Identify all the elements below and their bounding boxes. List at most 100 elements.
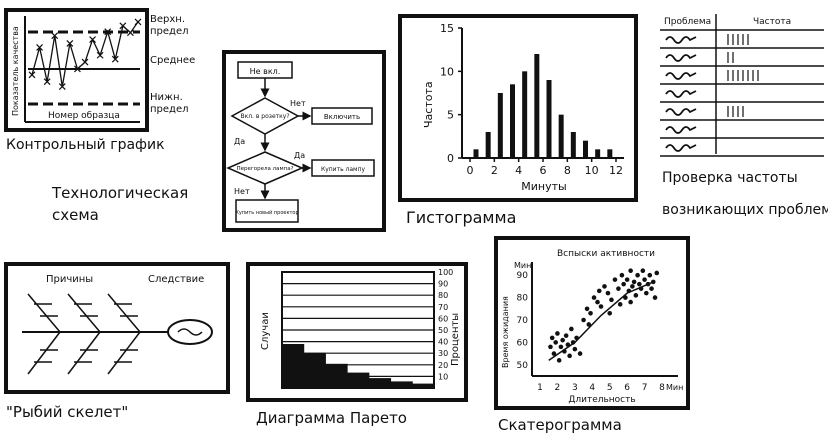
scatter-x-tick-label: 6 <box>624 383 630 393</box>
mean-label: Среднее <box>150 55 196 66</box>
histogram-bar <box>558 114 564 158</box>
scatter-y-unit: Мин <box>514 261 531 270</box>
histogram-bar <box>570 132 576 158</box>
scatter-y-tick-label: 80 <box>517 294 529 304</box>
scatter-point <box>581 317 586 323</box>
control-chart-svg: Показатель качества <box>11 16 142 123</box>
scatter-point <box>570 340 576 345</box>
flowchart-caption-line2: схема <box>52 206 99 224</box>
flow-yes-2: Да <box>294 151 305 160</box>
histogram-y-tick-label: 15 <box>440 22 454 35</box>
scatter-point <box>624 277 630 282</box>
pareto-bar <box>368 378 392 388</box>
flow-no-1: Нет <box>290 99 306 108</box>
pareto-bar <box>282 344 305 388</box>
scatter-point <box>640 268 646 274</box>
checksheet-caption-line2: возникающих проблем <box>662 202 828 218</box>
pareto-right-tick-label: 70 <box>438 303 448 312</box>
histogram-y-label: Частота <box>422 81 435 128</box>
upper-limit-label: Верхн. предел <box>150 14 189 37</box>
scatter-point <box>553 340 558 345</box>
pareto-left-label: Случаи <box>260 312 271 350</box>
fishbone-causes-label: Причины <box>46 274 93 285</box>
control-chart-panel: Показатель качества Номер образца <box>4 8 149 132</box>
scatter-x-tick-label: 4 <box>589 383 595 393</box>
pareto-right-tick-label: 90 <box>438 280 448 289</box>
scatter-x-unit: Мин <box>666 383 683 392</box>
histogram-y-tick-label: 5 <box>447 109 454 122</box>
histogram-bar <box>473 149 479 158</box>
pareto-bar <box>347 372 370 388</box>
flow-action-1-label: Включить <box>324 113 360 121</box>
scatter-point <box>569 326 574 332</box>
control-chart-point <box>81 58 89 66</box>
scatter-point <box>644 290 649 296</box>
fishbone-caption: "Рыбий скелет" <box>6 403 129 421</box>
pareto-caption: Диаграмма Парето <box>256 409 407 427</box>
scatter-trend-line <box>548 281 654 361</box>
checksheet-col2: Частота <box>753 17 791 27</box>
scatter-point <box>548 344 553 350</box>
scatter-point <box>560 337 565 343</box>
scatter-x-tick-label: 5 <box>607 383 613 393</box>
scatter-point <box>650 279 656 285</box>
histogram-x-tick-label: 4 <box>515 164 522 177</box>
scatter-point <box>565 342 571 347</box>
pareto-bar <box>412 383 435 388</box>
scatter-point <box>623 295 628 300</box>
scatter-x-tick-label: 3 <box>572 383 578 393</box>
scatter-y-tick-label: 90 <box>517 271 529 281</box>
flow-decision-2-label: Перегорела лампа? <box>236 166 293 172</box>
control-chart-caption: Контрольный график <box>6 137 165 153</box>
scatter-x-tick-label: 1 <box>537 383 543 393</box>
scatter-point <box>645 281 651 287</box>
checksheet-caption-line1: Проверка частоты <box>662 170 798 186</box>
histogram-x-tick-label: 2 <box>491 164 498 177</box>
scatter-point <box>605 290 611 296</box>
fishbone-panel: Причины Следствие <box>4 262 230 394</box>
scatter-point <box>602 284 607 289</box>
histogram-y-tick-label: 0 <box>447 152 454 165</box>
flow-no-2: Нет <box>234 187 250 196</box>
control-chart-point <box>74 65 81 73</box>
checksheet-problem-scribble <box>665 126 697 134</box>
pareto-right-tick-label: 10 <box>438 372 448 381</box>
scatter-point <box>572 346 578 352</box>
histogram-caption: Гистограмма <box>406 208 517 227</box>
pareto-panel: 10 20 30 40 50 60 70 80 90 100 Случаи Проценты <box>246 262 468 402</box>
histogram-bar <box>595 149 601 158</box>
checksheet-problem-scribble <box>665 72 697 80</box>
control-chart-point <box>89 36 96 43</box>
scatter-y-tick-label: 50 <box>517 361 529 371</box>
scatter-point <box>596 288 602 294</box>
histogram-bar <box>497 93 503 158</box>
scatter-point <box>626 288 632 294</box>
pareto-bar <box>325 363 348 388</box>
control-chart-point <box>127 29 134 37</box>
scatter-point <box>652 295 658 300</box>
scatter-point <box>562 349 567 354</box>
control-x-label: Номер образца <box>48 111 120 121</box>
scatter-point <box>563 333 569 338</box>
scatter-point <box>616 286 621 291</box>
scatter-point <box>577 351 583 356</box>
histogram-bar <box>534 54 540 158</box>
fishbone-svg: Причины Следствие <box>22 274 213 375</box>
pareto-right-tick-label: 20 <box>438 361 448 370</box>
scatter-point <box>633 293 639 298</box>
scatter-point <box>588 310 593 316</box>
pareto-right-tick-label: 40 <box>438 338 448 347</box>
pareto-right-tick-label: 30 <box>438 349 448 358</box>
scatter-point <box>551 351 557 356</box>
scatter-x-label: Длительность <box>568 395 635 405</box>
histogram-bar <box>522 71 528 158</box>
scatter-point <box>586 322 592 327</box>
scatter-title: Вспыски активности <box>557 249 655 259</box>
histogram-bar <box>607 149 613 158</box>
checksheet-problem-scribble <box>665 90 697 98</box>
histogram-y-tick-label: 10 <box>440 65 454 78</box>
scatter-point <box>637 281 642 287</box>
histogram-x-tick-label: 0 <box>467 164 474 177</box>
flow-end-label: Купить новый проектор <box>235 209 298 216</box>
checksheet-col1: Проблема <box>664 17 711 27</box>
